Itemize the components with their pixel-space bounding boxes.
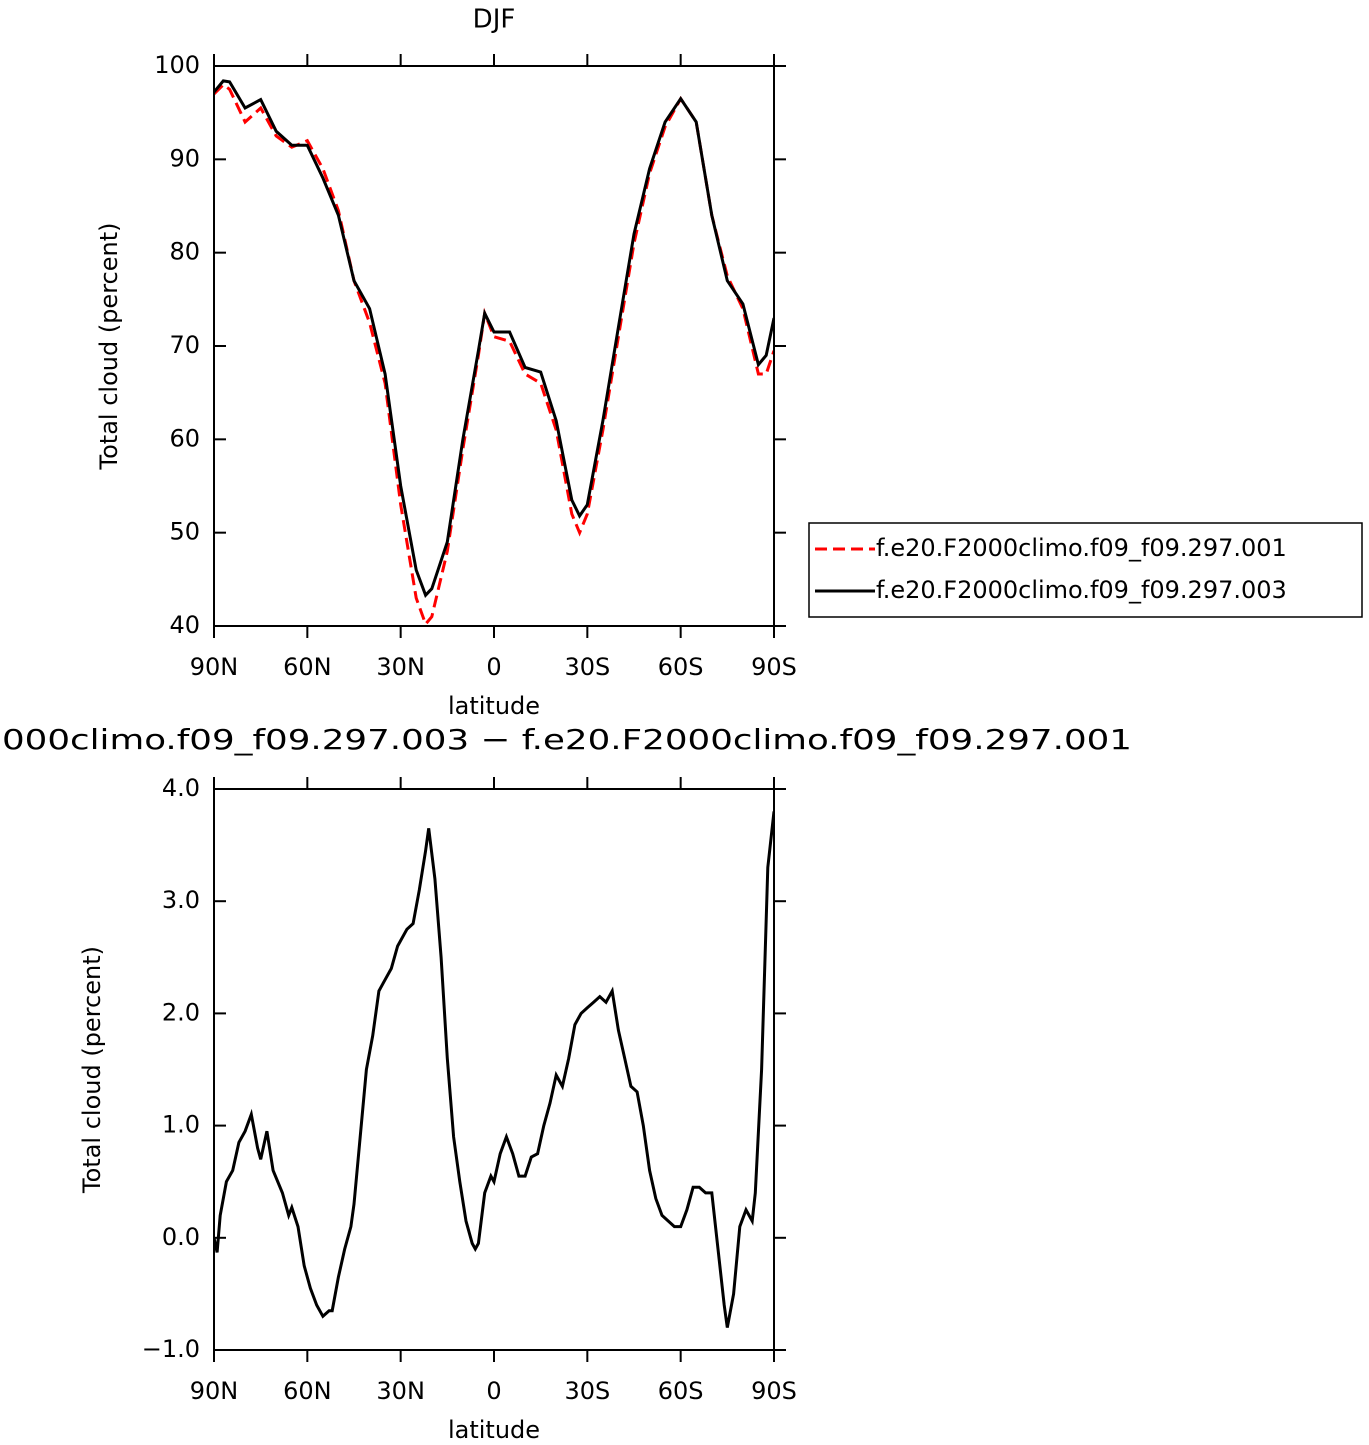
plot-frame [213,65,775,627]
y-axis-label: Total cloud (percent) [95,223,123,471]
y-tick-label: 3.0 [162,886,200,914]
y-tick-label: 50 [169,518,200,546]
data-line [214,79,774,598]
legend-label: f.e20.F2000climo.f09_f09.297.003 [876,576,1287,604]
x-tick-label: 30S [564,1377,610,1405]
x-tick-label: 0 [486,1377,501,1405]
y-tick-label: 1.0 [162,1111,200,1139]
y-tick-label: 40 [169,611,200,639]
y-tick-label: 90 [169,144,200,172]
y-tick-label: 100 [154,51,200,79]
x-tick-label: 60S [658,653,704,681]
y-tick-label: 70 [169,331,200,359]
x-tick-label: 60N [283,653,332,681]
x-tick-label: 30S [564,653,610,681]
chart-title: 000climo.f09_f09.297.003 − f.e20.F2000cl… [2,723,1132,756]
y-tick-label: 2.0 [162,998,200,1026]
x-axis-label: latitude [448,1416,540,1444]
x-tick-label: 60N [283,1377,332,1405]
data-line [214,811,774,1328]
y-tick-label: 80 [169,238,200,266]
y-tick-label: 4.0 [162,774,200,802]
chart-title: DJF [473,5,516,35]
plot-frame [213,788,775,1351]
x-tick-label: 90N [190,1377,239,1405]
y-tick-label: 60 [169,424,200,452]
x-tick-label: 30N [376,1377,425,1405]
y-tick-label: 0.0 [162,1223,200,1251]
x-axis-label: latitude [448,692,540,720]
x-tick-label: 90S [751,1377,797,1405]
x-tick-label: 60S [658,1377,704,1405]
legend-label: f.e20.F2000climo.f09_f09.297.001 [876,534,1287,562]
data-line [214,82,774,626]
x-tick-label: 0 [486,653,501,681]
y-tick-label: −1.0 [142,1335,200,1363]
x-tick-label: 90N [190,653,239,681]
x-tick-label: 30N [376,653,425,681]
y-axis-label: Total cloud (percent) [78,946,106,1194]
x-tick-label: 90S [751,653,797,681]
legend-box [808,522,1363,618]
